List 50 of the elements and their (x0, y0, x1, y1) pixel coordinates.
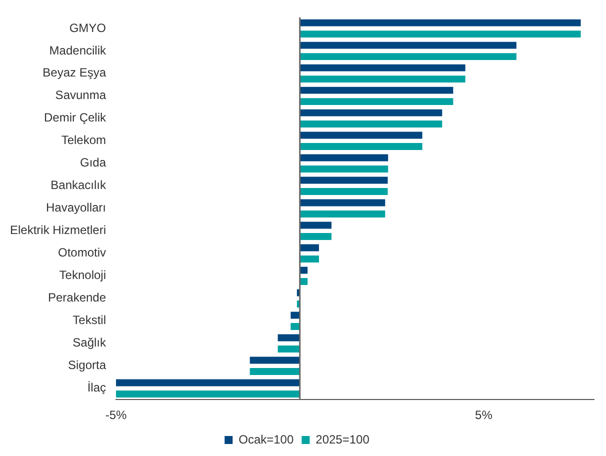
y-tick-label: Beyaz Eşya (42, 66, 106, 80)
y-tick-label: İlaç (87, 380, 106, 395)
legend-label: 2025=100 (316, 432, 370, 446)
bar (300, 256, 319, 262)
bar (300, 19, 581, 26)
bar (300, 188, 388, 196)
bar (300, 53, 516, 60)
y-tick-label: Madencilik (49, 43, 107, 58)
y-tick-label: Tekstil (72, 313, 106, 328)
bar (300, 199, 386, 206)
bar (300, 176, 388, 184)
bar (290, 323, 300, 330)
y-tick-label: GMYO (69, 20, 106, 35)
y-tick-label: Sağlık (72, 336, 108, 350)
bar (300, 210, 386, 218)
y-tick-label: Telekom (61, 133, 106, 148)
y-tick-label: Havayolları (46, 200, 106, 215)
bar (300, 76, 466, 83)
x-tick-label: 5% (475, 408, 493, 422)
bar (116, 390, 300, 398)
y-tick-label: Bankacılık (50, 178, 108, 192)
bar (300, 143, 422, 150)
bar (300, 109, 442, 116)
y-tick-label: Perakende (48, 290, 106, 305)
bar (300, 166, 388, 173)
y-tick-label: Gıda (80, 156, 106, 170)
bar (300, 30, 581, 38)
y-tick-label: Sigorta (68, 358, 106, 372)
bar (300, 244, 319, 252)
y-tick-label: Savunma (55, 88, 106, 102)
bar (300, 132, 422, 139)
bar (250, 368, 300, 375)
bar (300, 42, 516, 49)
bar (116, 379, 300, 386)
y-tick-label: Otomotiv (58, 246, 106, 260)
legend-label: Ocak=100 (238, 432, 294, 446)
bar (300, 86, 454, 94)
x-tick-label: -5% (105, 408, 128, 422)
bar (300, 233, 332, 240)
y-tick-label: Demir Çelik (44, 110, 107, 125)
bar (300, 154, 388, 162)
y-tick-label: Teknoloji (59, 268, 106, 282)
bar (300, 64, 466, 72)
y-tick-label: Elektrik Hizmetleri (10, 223, 106, 238)
bar (300, 98, 454, 106)
bar (300, 278, 308, 285)
bar (278, 346, 300, 352)
bar (300, 120, 442, 128)
bar (300, 222, 332, 229)
bar (250, 356, 300, 364)
